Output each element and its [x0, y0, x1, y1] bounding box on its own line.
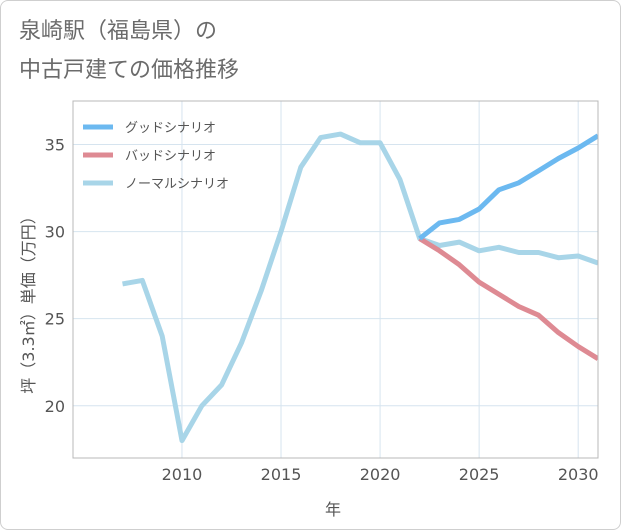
- y-axis-label: 坪（3.3㎡）単価（万円）: [19, 208, 38, 393]
- series-line-1: [418, 236, 598, 361]
- legend-label: グッドシナリオ: [125, 121, 216, 136]
- chart-title-line2: 中古戸建ての価格推移: [19, 58, 240, 83]
- y-tick-label: 25: [45, 310, 65, 329]
- chart-title-line1: 泉崎駅（福島県）の: [19, 19, 218, 44]
- series-line-2: [122, 131, 598, 444]
- y-tick-label: 35: [45, 136, 65, 155]
- x-tick-label: 2025: [459, 465, 500, 484]
- x-tick-label: 2010: [162, 465, 203, 484]
- x-tick-label: 2015: [261, 465, 302, 484]
- legend-label: ノーマルシナリオ: [125, 177, 229, 192]
- x-tick-label: 2020: [360, 465, 401, 484]
- series-lines: [122, 131, 598, 444]
- y-tick-label: 20: [45, 397, 65, 416]
- legend-label: バッドシナリオ: [125, 149, 216, 164]
- plot-area: [72, 100, 599, 459]
- x-tick-label: 2030: [558, 465, 599, 484]
- x-axis-label: 年: [325, 500, 341, 519]
- grid: [73, 101, 598, 458]
- series-line-0: [418, 133, 598, 241]
- y-tick-label: 30: [45, 223, 65, 242]
